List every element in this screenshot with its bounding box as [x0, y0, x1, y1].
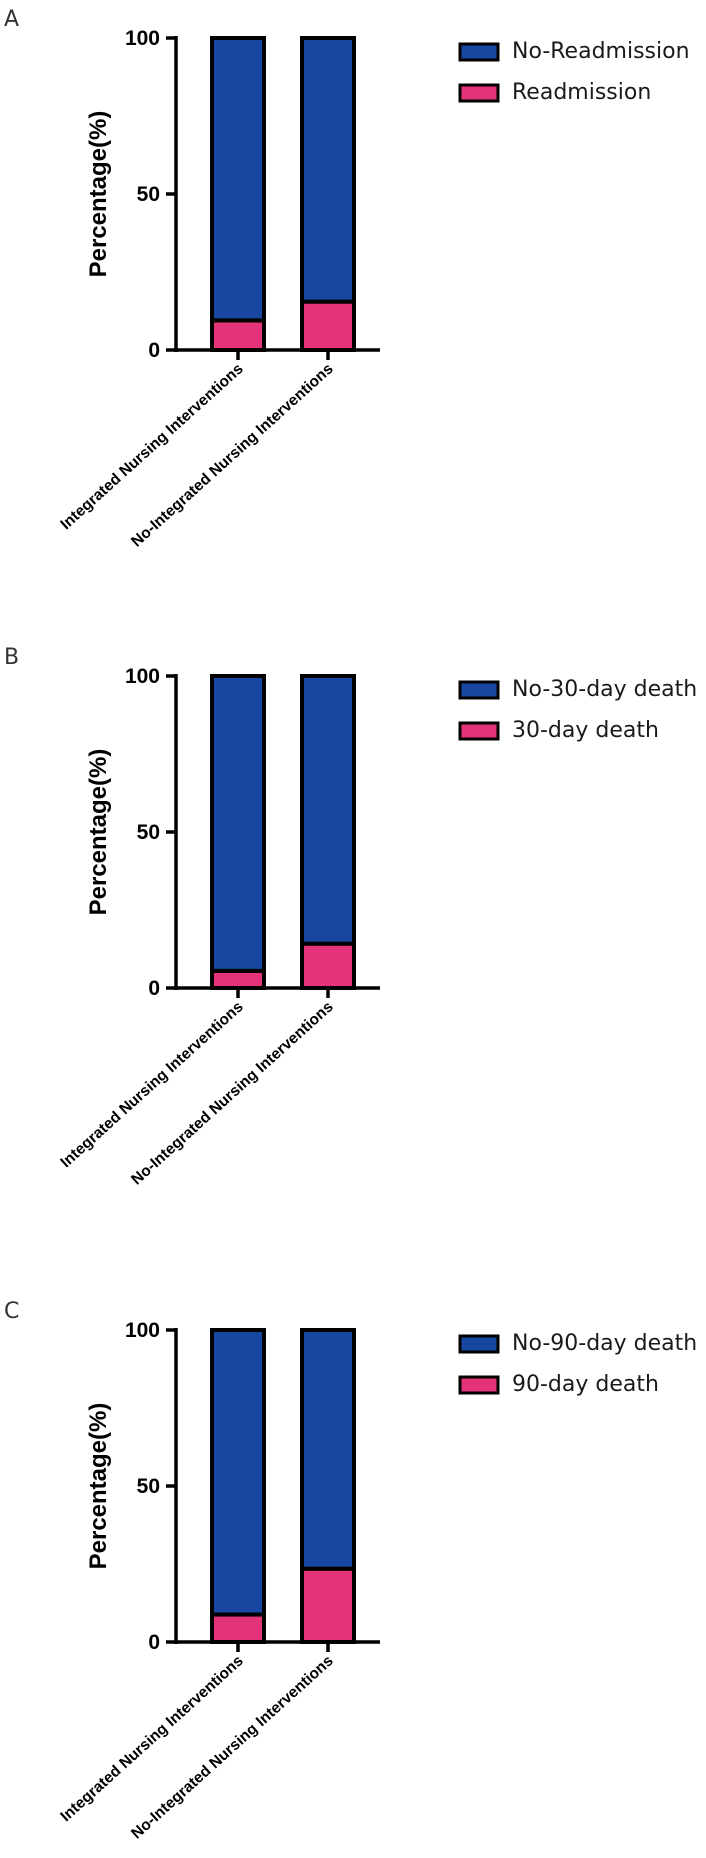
x-category-label-c-2: No-Integrated Nursing Interventions [128, 1652, 336, 1842]
y-axis-title-a: Percentage(%) [85, 111, 112, 278]
y-tick-label-c-50: 50 [137, 1475, 160, 1498]
bar-c-2-90-day-death [300, 1566, 356, 1645]
chart-panel-b: B 0 50 100 Percentage(%) Integrated Nursing I… [4, 645, 697, 1188]
x-category-label-c-1: Integrated Nursing Interventions [57, 1652, 246, 1825]
y-axis-title-c: Percentage(%) [85, 1403, 112, 1570]
legend-swatch-c-2 [458, 1375, 500, 1395]
legend-swatch-a-1 [458, 42, 500, 62]
x-category-label-b-1: Integrated Nursing Interventions [57, 998, 246, 1171]
x-category-label-a-2: No-Integrated Nursing Interventions [128, 360, 336, 550]
y-tick-label-c-0: 0 [148, 1631, 160, 1654]
y-tick-label-b-50: 50 [137, 821, 160, 844]
y-tick-label-a-100: 100 [125, 27, 160, 50]
legend-label-c-1: No-90-day death [512, 1331, 697, 1356]
legend-label-c-2: 90-day death [512, 1372, 659, 1397]
x-category-label-b-2: No-Integrated Nursing Interventions [128, 998, 336, 1188]
bar-a-2-readmission [300, 299, 356, 353]
y-tick-label-b-100: 100 [125, 665, 160, 688]
legend-swatch-a-2 [458, 83, 500, 103]
legend-label-b-2: 30-day death [512, 718, 659, 743]
bar-a-1-no-readmission [210, 36, 266, 323]
legend-swatch-c-1 [458, 1334, 500, 1354]
legend-swatch-b-1 [458, 680, 500, 700]
y-tick-label-a-0: 0 [148, 339, 160, 362]
y-axis-title-b: Percentage(%) [85, 749, 112, 916]
legend-swatch-b-2 [458, 721, 500, 741]
bar-c-1-no-90-day-death [210, 1328, 266, 1617]
bar-b-2-no-30-day-death [300, 674, 356, 946]
panel-letter-b: B [4, 645, 19, 670]
legend-label-a-1: No-Readmission [512, 39, 690, 64]
panel-letter-a: A [4, 7, 19, 32]
chart-panel-c: C 0 50 100 Percentage(%) Integrated Nursing I… [4, 1299, 697, 1842]
chart-panel-a: A 0 50 100 Percentage(%) Integrated Nursing I… [4, 7, 690, 550]
y-tick-label-b-0: 0 [148, 977, 160, 1000]
bar-b-1-30-day-death [210, 968, 266, 991]
bar-a-1-readmission [210, 318, 266, 352]
x-category-label-a-1: Integrated Nursing Interventions [57, 360, 246, 533]
bar-b-2-30-day-death [300, 941, 356, 990]
legend-label-b-1: No-30-day death [512, 677, 697, 702]
bar-c-2-no-90-day-death [300, 1328, 356, 1571]
y-tick-label-c-100: 100 [125, 1319, 160, 1342]
panel-letter-c: C [4, 1299, 19, 1324]
bar-b-1-no-30-day-death [210, 674, 266, 973]
bar-a-2-no-readmission [300, 36, 356, 304]
bar-c-1-90-day-death [210, 1612, 266, 1644]
y-tick-label-a-50: 50 [137, 183, 160, 206]
legend-label-a-2: Readmission [512, 80, 651, 105]
